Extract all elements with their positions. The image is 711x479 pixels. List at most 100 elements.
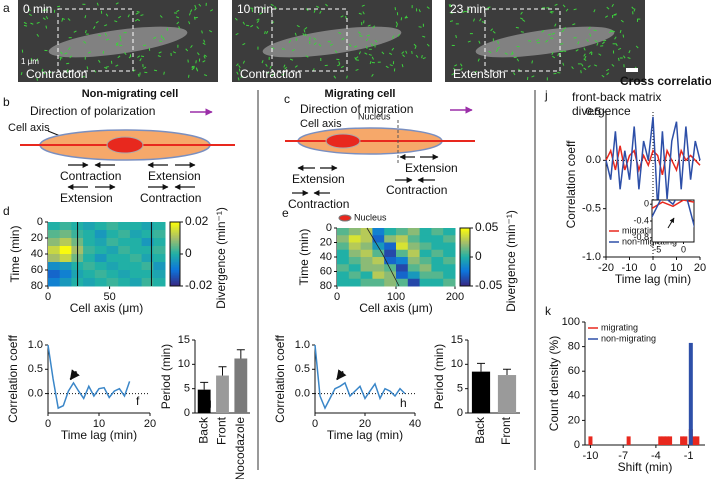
flow-vector — [340, 65, 345, 69]
heatmap-cell — [48, 246, 61, 255]
flow-vector — [338, 31, 342, 35]
nucleus-track — [366, 227, 400, 287]
flow-vector — [188, 12, 191, 16]
flow-vector — [64, 52, 68, 55]
colorbar-step — [460, 230, 470, 233]
y-tick-label: 0.0 — [28, 387, 43, 399]
flow-vector — [573, 8, 577, 11]
heatmap-cell — [337, 271, 350, 280]
flow-vector — [305, 55, 309, 58]
flow-vector — [422, 57, 426, 60]
diagram-label: Extension — [292, 172, 345, 186]
heatmap-cell — [407, 235, 421, 243]
heatmap-cell — [94, 238, 107, 247]
heatmap — [337, 228, 456, 287]
x-tick-label: 0 — [312, 418, 318, 430]
flow-vector — [203, 39, 206, 43]
flow-vector — [562, 62, 565, 66]
flow-vector — [84, 29, 87, 34]
flow-vector — [495, 49, 499, 53]
y-tick-label: 0.0 — [295, 387, 310, 399]
colorbar-step — [460, 239, 470, 242]
y-tick-label: 60 — [31, 264, 43, 276]
heatmap-cell — [360, 242, 373, 251]
flow-vector — [385, 65, 389, 69]
flow-vector — [190, 9, 193, 13]
flow-vector — [265, 63, 268, 67]
histogram-bar — [688, 342, 693, 445]
heatmap-cell — [106, 238, 119, 247]
colorbar-step — [170, 242, 180, 245]
flow-vector — [606, 68, 610, 72]
flow-vector — [270, 3, 274, 7]
flow-vector — [611, 30, 616, 33]
flow-vector — [395, 21, 398, 25]
flow-vector — [153, 36, 157, 40]
flow-vector — [42, 71, 46, 75]
heatmap-cell — [106, 222, 119, 231]
flow-vector — [190, 45, 193, 49]
x-tick-label: 200 — [446, 291, 464, 303]
chart-subtitle: divergence — [572, 104, 631, 118]
flow-vector — [119, 35, 122, 39]
flow-vector — [157, 55, 161, 58]
flow-vector — [204, 54, 208, 58]
flow-vector — [631, 6, 635, 10]
legend-label: migrating — [601, 322, 638, 332]
x-tick-label: -7 — [618, 450, 628, 462]
y-tick-label: 15 — [178, 334, 190, 346]
heatmap-cell — [94, 222, 107, 231]
flow-vector — [137, 73, 140, 77]
heatmap-cell — [396, 242, 409, 251]
flow-vector — [159, 40, 163, 42]
heatmap-cell — [153, 254, 166, 263]
colorbar-step — [460, 243, 470, 246]
colorbar-tick-label: -0.05 — [475, 278, 503, 292]
x-tick-label: -10 — [622, 262, 638, 274]
flow-vector — [604, 15, 609, 18]
heatmap-cell — [129, 262, 143, 271]
heatmap-cell — [59, 270, 72, 279]
heatmap-cell — [443, 235, 456, 243]
heatmap-cell — [337, 249, 350, 258]
flow-vector — [73, 30, 77, 33]
x-axis-label: Cell axis (μm) — [359, 301, 433, 315]
flow-vector — [187, 74, 190, 78]
heatmap-cell — [372, 257, 385, 265]
x-tick-label: 50 — [103, 291, 115, 303]
heatmap-cell — [337, 264, 350, 272]
flow-vector — [193, 16, 196, 20]
heatmap-cell — [419, 271, 432, 280]
flow-vector — [426, 43, 430, 47]
flow-vector — [259, 12, 263, 15]
diagram-label: Contraction — [288, 197, 349, 211]
flow-vector — [93, 25, 96, 30]
flow-vector — [319, 10, 322, 14]
flow-vector — [176, 9, 180, 13]
heatmap-cell — [94, 230, 107, 239]
heatmap-cell — [118, 270, 131, 279]
flow-vector — [341, 37, 345, 41]
y-tick-label: 0 — [457, 407, 463, 419]
flow-vector — [28, 8, 31, 12]
flow-vector — [571, 66, 574, 70]
flow-vector — [614, 36, 617, 40]
heatmap-cell — [443, 242, 456, 251]
flow-vector — [462, 10, 466, 13]
flow-vector — [598, 53, 602, 56]
flow-vector — [449, 4, 453, 8]
heatmap-cell — [129, 230, 143, 239]
flow-vector — [617, 57, 620, 61]
flow-vector — [413, 43, 417, 47]
colorbar-step — [170, 263, 180, 266]
heatmap-cell — [443, 278, 456, 287]
heatmap-cell — [118, 278, 131, 287]
flow-vector — [492, 30, 496, 34]
heatmap-cell — [431, 235, 444, 243]
colorbar-step — [170, 247, 180, 250]
colorbar-step — [460, 262, 470, 265]
flow-vector — [135, 12, 139, 15]
flow-vector — [520, 17, 524, 20]
flow-vector — [513, 72, 516, 76]
flow-vector — [554, 23, 557, 27]
